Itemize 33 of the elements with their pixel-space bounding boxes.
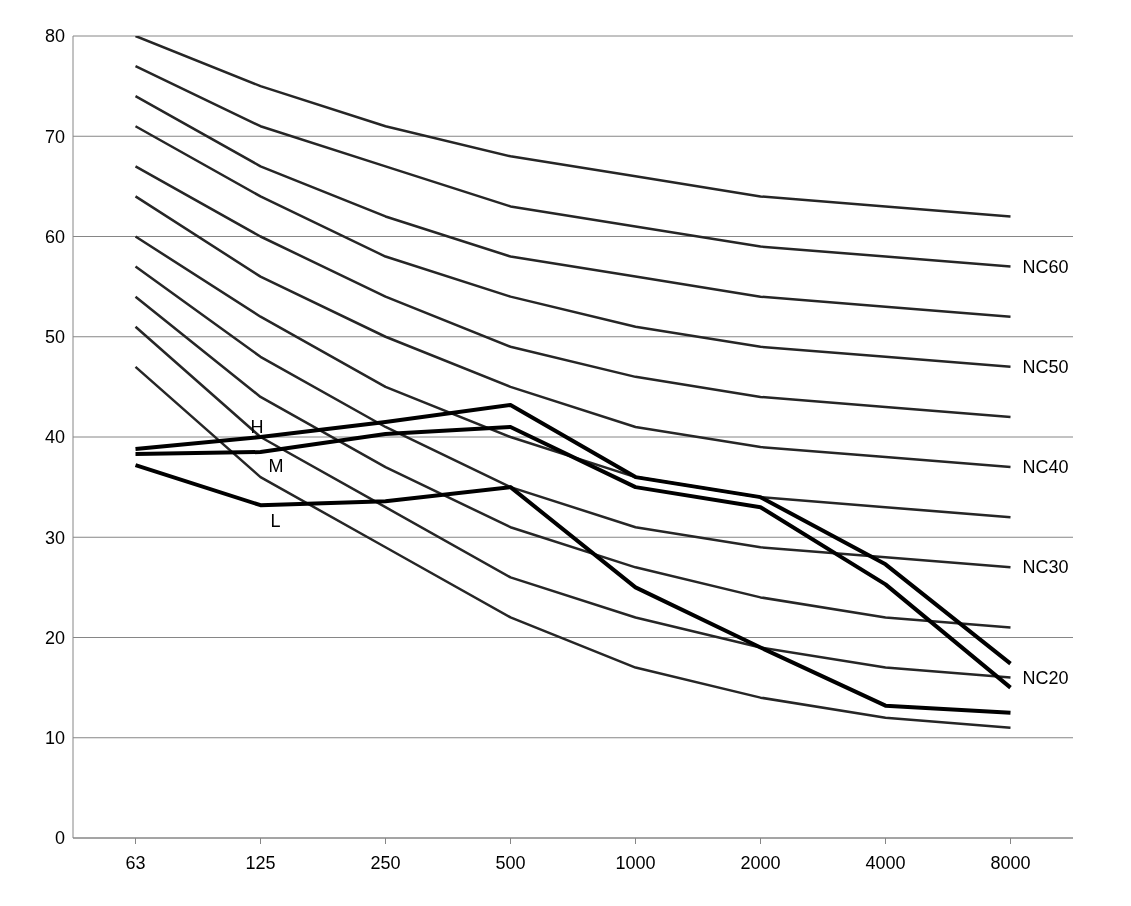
y-tick-label: 10	[44, 728, 65, 749]
y-tick-label: 30	[44, 527, 65, 548]
y-tick-label: 40	[44, 427, 65, 448]
series-label: NC40	[1022, 457, 1069, 478]
line-series	[134, 64, 1012, 268]
line-series	[134, 295, 1012, 629]
y-tick-label: 80	[44, 26, 65, 47]
y-tick-label: 0	[54, 828, 65, 849]
x-tick-label: 8000	[990, 852, 1031, 873]
y-tick-label: 20	[44, 627, 65, 648]
x-tick-label: 1000	[615, 852, 656, 873]
series-label: NC30	[1022, 557, 1069, 578]
line-series	[134, 165, 1012, 419]
series-label: NC60	[1022, 256, 1069, 277]
series-label: M	[268, 456, 284, 477]
line-series	[134, 94, 1012, 318]
line-series	[134, 365, 1012, 729]
y-tick-label: 60	[44, 226, 65, 247]
x-tick-label: 2000	[740, 852, 781, 873]
line-series	[134, 265, 1012, 569]
x-tick-label: 500	[495, 852, 526, 873]
x-tick-label: 4000	[865, 852, 906, 873]
series-label: NC50	[1022, 356, 1069, 377]
x-tick-label: 125	[245, 852, 276, 873]
x-tick-label: 63	[125, 852, 146, 873]
y-tick-label: 70	[44, 126, 65, 147]
series-label: L	[270, 511, 281, 532]
series-label: NC20	[1022, 667, 1069, 688]
series-label: H	[250, 417, 264, 437]
line-series	[134, 124, 1012, 369]
x-tick-label: 250	[370, 852, 401, 873]
y-tick-label: 50	[44, 327, 65, 348]
line-series	[134, 36, 1012, 218]
